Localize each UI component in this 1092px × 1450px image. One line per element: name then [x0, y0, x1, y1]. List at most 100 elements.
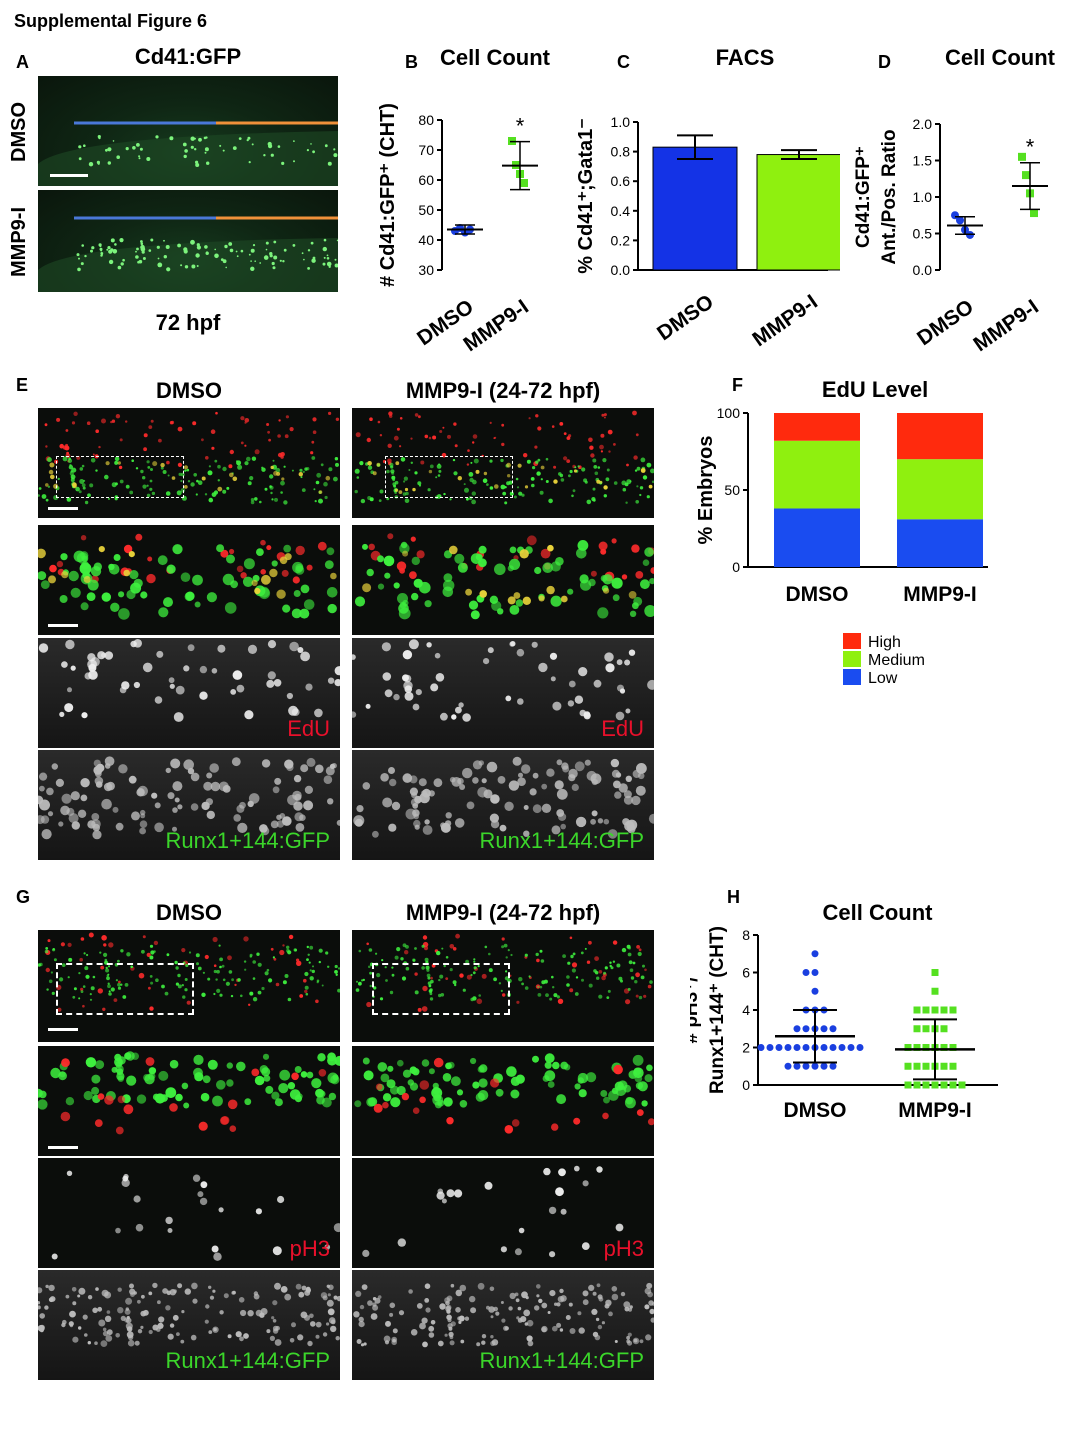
cell-dot	[610, 758, 620, 768]
cell-dot	[327, 798, 334, 805]
cell-dot	[586, 499, 592, 505]
cell-dot	[603, 416, 606, 419]
legend-label: Medium	[868, 652, 925, 669]
cell-dot	[155, 135, 159, 139]
cell-dot	[142, 476, 146, 480]
cell-dot	[534, 1305, 540, 1311]
cell-dot	[563, 432, 567, 435]
cell-dot	[603, 413, 607, 417]
cell-dot	[636, 466, 641, 471]
cell-dot	[648, 813, 654, 824]
cell-dot	[635, 433, 639, 437]
legend-swatch	[843, 633, 861, 649]
cell-dot	[365, 703, 371, 709]
data-point	[913, 1081, 921, 1089]
cell-dot	[384, 966, 387, 969]
cell-dot	[459, 1284, 467, 1292]
cell-dot	[60, 942, 65, 947]
cell-dot	[559, 1328, 564, 1332]
cell-dot	[391, 1339, 397, 1346]
cell-dot	[82, 1004, 85, 1008]
cell-dot	[221, 964, 225, 968]
cell-dot	[273, 679, 282, 687]
cell-dot	[183, 154, 187, 159]
cell-dot	[199, 691, 208, 700]
cell-dot	[269, 485, 274, 490]
data-point	[949, 1062, 957, 1070]
cell-dot	[303, 599, 315, 610]
cell-dot	[469, 1295, 476, 1303]
cell-dot	[55, 778, 64, 787]
y-tick-label: 50	[418, 202, 434, 218]
micrograph-e-dmso-merge	[38, 408, 340, 518]
cell-dot	[211, 1245, 219, 1253]
cell-dot	[507, 949, 510, 952]
cell-dot	[175, 982, 179, 986]
cell-dot	[267, 640, 277, 649]
cell-dot	[490, 794, 500, 804]
cell-dot	[590, 818, 596, 825]
cell-dot	[271, 261, 275, 266]
data-point	[1022, 171, 1030, 180]
cell-dot	[38, 1305, 41, 1310]
y-tick-label: 8	[742, 927, 750, 943]
cell-dot	[377, 1062, 388, 1072]
cell-dot	[446, 1189, 455, 1198]
cell-dot	[593, 465, 598, 469]
cell-dot	[120, 983, 123, 986]
cell-dot	[504, 501, 508, 505]
cell-dot	[439, 974, 444, 979]
cell-dot	[358, 1321, 365, 1328]
cell-dot	[104, 651, 114, 660]
cell-dot	[97, 988, 103, 994]
cell-dot	[61, 1322, 66, 1328]
cell-dot	[566, 459, 571, 463]
cell-dot	[644, 547, 654, 557]
cell-dot	[518, 491, 523, 496]
cell-dot	[514, 1248, 522, 1256]
cell-dot	[497, 776, 506, 784]
cell-dot	[213, 992, 216, 996]
cell-dot	[229, 472, 234, 478]
cell-dot	[214, 248, 216, 251]
cell-dot	[250, 500, 255, 505]
cell-dot	[95, 1287, 99, 1291]
cell-dot	[254, 449, 260, 455]
cell-dot	[94, 1119, 103, 1127]
cell-dot	[190, 1334, 197, 1341]
cell-dot	[646, 462, 652, 468]
cell-dot	[213, 1252, 222, 1261]
cell-dot	[535, 414, 539, 418]
cell-dot	[306, 945, 309, 949]
cell-dot	[169, 1323, 175, 1328]
cell-dot	[247, 644, 258, 654]
cell-dot	[66, 1170, 73, 1176]
cell-dot	[501, 423, 505, 427]
cell-dot	[312, 965, 314, 968]
cell-dot	[72, 484, 77, 489]
cell-dot	[72, 1301, 77, 1306]
cell-dot	[291, 469, 294, 472]
cell-dot	[214, 253, 219, 259]
cell-dot	[151, 491, 156, 496]
cell-dot	[452, 980, 457, 985]
cell-dot	[316, 1095, 325, 1105]
cell-dot	[321, 984, 324, 987]
cell-dot	[294, 1066, 302, 1073]
cell-dot	[64, 703, 74, 713]
cell-dot	[515, 599, 524, 607]
cell-dot	[78, 997, 81, 1000]
cell-dot	[272, 459, 275, 462]
cell-dot	[549, 1290, 556, 1297]
cell-dot	[475, 469, 480, 474]
cell-dot	[143, 1074, 151, 1081]
cell-dot	[206, 810, 215, 820]
y-tick-label: 0.8	[611, 144, 631, 160]
cell-dot	[249, 991, 254, 996]
cell-dot	[324, 1244, 331, 1250]
cell-dot	[438, 469, 442, 473]
cell-dot	[218, 781, 229, 792]
data-point	[820, 1062, 828, 1070]
cell-dot	[155, 978, 159, 982]
cell-dot	[437, 474, 441, 477]
